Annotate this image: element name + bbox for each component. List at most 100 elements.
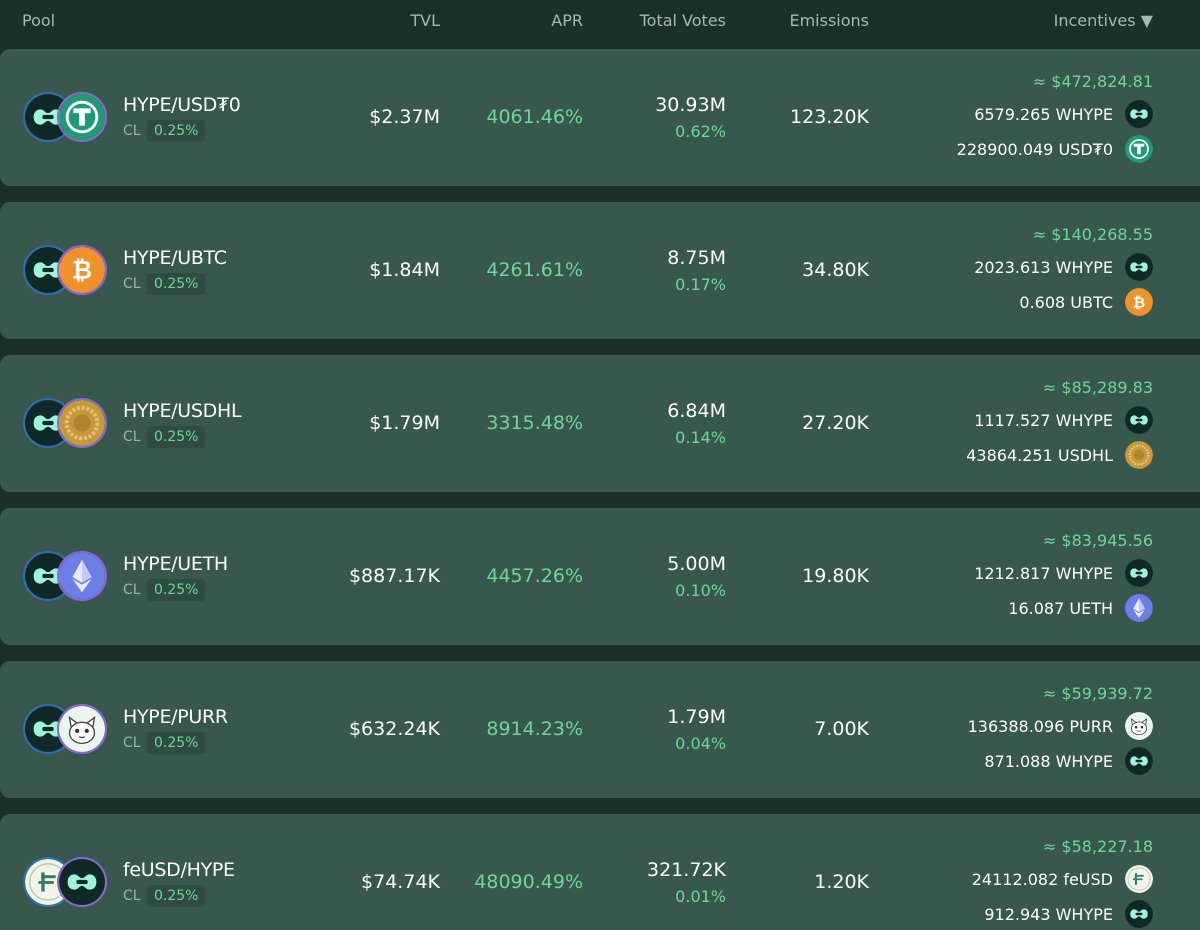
pool-row[interactable]: feUSD/HYPE CL 0.25% $74.74K 48090.49% 32… [0,814,1200,930]
pool-row[interactable]: HYPE/UETH CL 0.25% $887.17K 4457.26% 5.0… [0,508,1200,645]
pool-name: HYPE/PURR [123,706,228,728]
total-votes-value: 321.72K [647,859,726,881]
incentive-amount: 6579.265 WHYPE [974,104,1113,124]
ethereum-icon [57,551,107,601]
incentive-line: 43864.251 USDHL [966,441,1153,469]
token-pair-icons [23,398,109,448]
tvl-value: $74.74K [361,871,440,893]
incentive-amount: 228900.049 USD₮0 [956,139,1113,159]
votes-percent: 0.10% [675,581,726,600]
pool-row[interactable]: HYPE/USDHL CL 0.25% $1.79M 3315.48% 6.84… [0,355,1200,492]
token-pair-icons [23,92,109,142]
usdhl-icon [1125,441,1153,469]
pool-type: CL [123,276,141,292]
incentive-line: 228900.049 USD₮0 [957,135,1153,163]
bitcoin-icon: ₿ [1125,288,1153,316]
hype-icon [1125,747,1153,775]
apr-value: 4061.46% [486,106,583,128]
tvl-value: $632.24K [348,718,440,740]
emissions-value: 27.20K [802,412,869,434]
incentive-amount: 16.087 UETH [1008,598,1113,618]
pool-row[interactable]: HYPE/PURR CL 0.25% $632.24K 8914.23% 1.7… [0,661,1200,798]
header-emissions[interactable]: Emissions [789,11,869,30]
incentive-amount: 43864.251 USDHL [966,445,1113,465]
votes-percent: 0.04% [675,734,726,753]
incentive-amount: 912.943 WHYPE [984,904,1113,924]
header-tvl[interactable]: TVL [410,11,440,30]
hype-icon [1125,406,1153,434]
hype-icon [1125,747,1153,775]
apr-value: 48090.49% [474,871,583,893]
pool-name: HYPE/UETH [123,553,228,575]
purr-cat-icon [1125,712,1153,740]
incentive-amount: 136388.096 PURR [967,716,1113,736]
pool-name: HYPE/USDHL [123,400,242,422]
svg-text:₿: ₿ [1133,293,1145,311]
incentives-total: ≈ $85,289.83 [1042,378,1153,397]
tvl-value: $1.79M [369,412,440,434]
emissions-value: 1.20K [814,871,869,893]
total-votes-value: 6.84M [667,400,726,422]
hype-icon [59,859,105,905]
incentive-line: 912.943 WHYPE [984,900,1153,928]
incentive-amount: 2023.613 WHYPE [974,257,1113,277]
usdt0-icon [1125,135,1153,163]
bitcoin-icon: ₿ [59,247,105,293]
pool-type: CL [123,888,141,904]
apr-value: 3315.48% [486,412,583,434]
feusd-icon [1125,865,1153,893]
hype-icon [1125,900,1153,928]
incentives-total: ≈ $140,268.55 [1032,225,1153,244]
fee-badge: 0.25% [147,732,206,754]
hype-icon [1125,559,1153,587]
incentives-total: ≈ $83,945.56 [1042,531,1153,550]
total-votes-value: 30.93M [655,94,726,116]
incentive-line: 1212.817 WHYPE [974,559,1153,587]
pool-type: CL [123,123,141,139]
hype-icon [57,857,107,907]
ethereum-icon [1125,594,1153,622]
incentive-line: 136388.096 PURR [968,712,1153,740]
incentive-line: 871.088 WHYPE [984,747,1153,775]
incentive-line: 6579.265 WHYPE [974,100,1153,128]
votes-percent: 0.01% [675,887,726,906]
pool-row[interactable]: ₿ HYPE/UBTC CL 0.25% $1.84M 4261.61% 8.7… [0,202,1200,339]
incentive-line: 0.608 UBTC ₿ [1019,288,1153,316]
pool-type: CL [123,735,141,751]
incentive-amount: 1117.527 WHYPE [974,410,1113,430]
usdt0-icon [57,92,107,142]
pool-row[interactable]: HYPE/USD₮0 CL 0.25% $2.37M 4061.46% 30.9… [0,49,1200,186]
header-pool[interactable]: Pool [22,11,56,30]
fee-badge: 0.25% [147,426,206,448]
header-total-votes[interactable]: Total Votes [639,11,726,30]
usdt0-icon [1125,135,1153,163]
total-votes-value: 5.00M [667,553,726,575]
token-pair-icons [23,551,109,601]
votes-percent: 0.62% [675,122,726,141]
incentives-total: ≈ $58,227.18 [1042,837,1153,856]
table-header: Pool TVL APR Total Votes Emissions Incen… [0,0,1200,44]
ethereum-icon [59,553,105,599]
purr-cat-icon [57,704,107,754]
purr-cat-icon [1125,712,1153,740]
header-incentives-sort[interactable]: Incentives ▼ [1053,11,1153,30]
token-pair-icons [23,704,109,754]
incentive-line: 24112.082 feUSD [972,865,1153,893]
incentive-line: 2023.613 WHYPE [974,253,1153,281]
emissions-value: 34.80K [802,259,869,281]
bitcoin-icon: ₿ [1125,288,1153,316]
ethereum-icon [1125,594,1153,622]
incentive-amount: 24112.082 feUSD [971,869,1113,889]
bitcoin-icon: ₿ [57,245,107,295]
hype-icon [1125,100,1153,128]
usdhl-icon [1125,441,1153,469]
votes-percent: 0.14% [675,428,726,447]
votes-percent: 0.17% [675,275,726,294]
incentive-amount: 0.608 UBTC [1019,292,1113,312]
incentives-total: ≈ $59,939.72 [1042,684,1153,703]
header-apr[interactable]: APR [551,11,583,30]
svg-text:₿: ₿ [72,256,92,285]
fee-badge: 0.25% [147,120,206,142]
usdhl-icon [59,400,105,446]
pool-name: HYPE/UBTC [123,247,227,269]
